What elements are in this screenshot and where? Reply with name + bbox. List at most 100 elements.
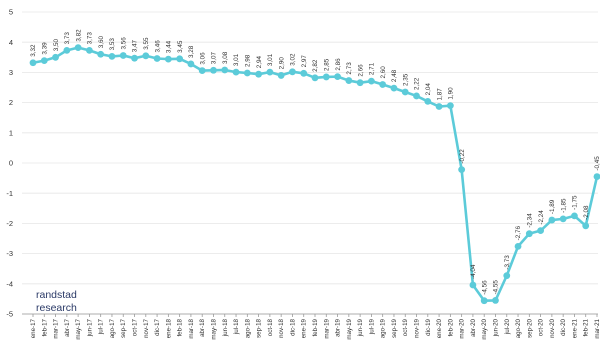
data-label: 3,55 xyxy=(143,37,150,50)
data-label: 2,98 xyxy=(245,54,252,67)
brand-line-2: research xyxy=(36,302,77,314)
data-points xyxy=(29,44,600,305)
data-point xyxy=(593,173,600,180)
data-label: 1,90 xyxy=(448,87,455,100)
x-tick-label: abr-18 xyxy=(199,318,206,336)
data-point xyxy=(458,166,466,174)
data-label: 3,39 xyxy=(41,42,48,55)
x-tick-label: ago-17 xyxy=(109,318,116,338)
gridlines xyxy=(22,11,598,315)
x-tick-label: abr-20 xyxy=(470,318,477,336)
data-label: 3,02 xyxy=(290,53,297,66)
x-tick-label: jul-17 xyxy=(98,318,105,335)
data-point xyxy=(401,88,409,96)
x-tick-label: ago-18 xyxy=(244,318,251,338)
y-tick-label: -2 xyxy=(6,219,13,228)
data-label: 2,60 xyxy=(380,66,387,79)
series-line xyxy=(32,46,599,303)
y-tick-label: -3 xyxy=(6,249,13,258)
data-label: -2,76 xyxy=(515,226,522,241)
x-tick-label: oct-20 xyxy=(538,318,545,336)
x-tick-label: may-17 xyxy=(75,318,82,339)
x-tick-label: mar-20 xyxy=(459,318,466,338)
series-path xyxy=(32,46,599,303)
x-tick-label: jun-19 xyxy=(357,318,364,337)
x-tick-label: sep-19 xyxy=(391,318,398,337)
data-point xyxy=(446,102,454,110)
data-label: 3,50 xyxy=(53,39,60,52)
x-tick-label: jul-20 xyxy=(504,318,511,335)
data-point xyxy=(243,69,251,77)
data-label: 3,47 xyxy=(132,39,139,52)
x-tick-label: dic-18 xyxy=(289,318,296,335)
x-tick-label: ene-21 xyxy=(571,318,578,338)
data-point xyxy=(198,67,206,74)
data-label: 3,06 xyxy=(199,52,206,65)
data-label: -2,08 xyxy=(583,205,590,220)
data-point xyxy=(119,52,127,59)
data-point xyxy=(52,53,59,61)
data-label: 3,07 xyxy=(211,52,218,65)
data-label: -0,22 xyxy=(459,149,466,164)
x-tick-label: jul-19 xyxy=(368,318,375,335)
data-label: 2,86 xyxy=(335,58,342,71)
data-label: 3,73 xyxy=(87,32,94,45)
data-point xyxy=(413,92,420,100)
brand-line-1: randstad xyxy=(36,289,77,301)
y-tick-label: 3 xyxy=(9,68,13,77)
data-label: 3,53 xyxy=(109,38,116,51)
y-tick-label: -4 xyxy=(6,279,13,288)
data-label: -3,73 xyxy=(504,255,511,270)
data-point xyxy=(424,97,432,105)
x-tick-label: feb-19 xyxy=(312,318,319,336)
data-label: 3,28 xyxy=(188,45,195,58)
data-point xyxy=(266,68,274,76)
data-label: 3,08 xyxy=(222,51,229,64)
data-label: 3,56 xyxy=(120,37,127,50)
data-label: 2,35 xyxy=(402,73,409,86)
data-point xyxy=(435,103,443,110)
data-label: -1,89 xyxy=(549,199,556,214)
x-tick-label: oct-17 xyxy=(132,318,139,336)
data-point xyxy=(277,72,285,79)
y-tick-label: -5 xyxy=(6,310,13,319)
data-label: -0,45 xyxy=(594,156,600,171)
data-point xyxy=(210,66,217,74)
x-axis: ene-17 feb-17 mar-17 abr-17 may-17 jun-17 jul-… xyxy=(22,313,600,340)
data-point xyxy=(537,227,544,235)
data-label: 2,94 xyxy=(256,55,263,68)
data-label: 3,60 xyxy=(98,36,105,49)
data-point xyxy=(345,77,353,84)
data-label: -4,56 xyxy=(481,280,488,295)
data-point xyxy=(525,230,533,238)
x-tick-label: dic-17 xyxy=(154,318,161,335)
x-tick-label: jun-17 xyxy=(86,318,93,337)
data-point xyxy=(164,55,172,63)
data-point xyxy=(86,46,93,54)
x-tick-label: oct-18 xyxy=(267,318,274,336)
data-label: 2,85 xyxy=(323,58,330,71)
data-label: 2,73 xyxy=(346,62,353,75)
data-label: -1,85 xyxy=(560,198,567,213)
x-tick-label: may-18 xyxy=(210,318,217,339)
data-point xyxy=(289,68,296,76)
data-point xyxy=(548,216,556,224)
data-point xyxy=(232,68,240,76)
y-tick-label: 4 xyxy=(9,38,13,47)
data-point xyxy=(571,212,578,220)
x-tick-label: nov-17 xyxy=(143,318,150,337)
x-tick-label: dic-19 xyxy=(425,318,432,335)
data-label: 2,97 xyxy=(301,55,308,68)
data-label: 3,44 xyxy=(166,40,173,53)
data-label: 2,90 xyxy=(278,57,285,70)
data-point xyxy=(368,77,375,85)
data-point xyxy=(300,69,308,77)
x-tick-label: sep-20 xyxy=(526,318,533,337)
data-point xyxy=(153,55,161,62)
data-label: 2,82 xyxy=(312,59,319,72)
data-labels: 3,32 3,39 3,50 3,73 3,82 3,73 3,60 3,53 3,56 3,47… xyxy=(30,29,600,295)
x-tick-label: ene-19 xyxy=(301,318,308,338)
data-label: 3,01 xyxy=(233,53,240,66)
x-tick-label: jun-18 xyxy=(222,318,229,337)
